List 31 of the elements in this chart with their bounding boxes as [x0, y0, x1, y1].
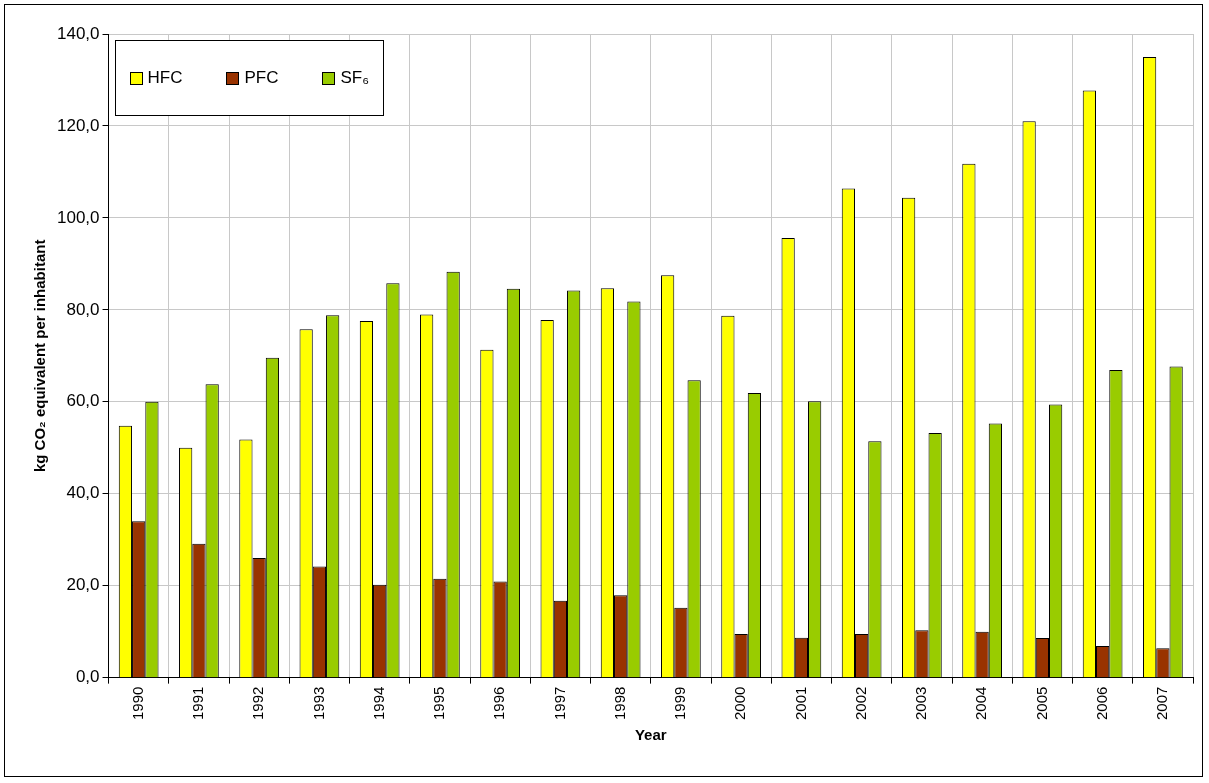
legend-label: SF₆ — [340, 68, 370, 88]
legend-label: HFC — [147, 68, 183, 88]
x-axis-title: Year — [634, 726, 667, 744]
y-tick-label: 40,0 — [66, 483, 100, 503]
x-tick-label: 2000 — [731, 686, 749, 721]
y-axis-title: kg CO₂ equivalent per inhabitant — [31, 239, 49, 473]
x-tick-label: 2001 — [791, 686, 809, 721]
x-tick-label: 1994 — [369, 686, 387, 721]
x-tick-label: 1997 — [550, 686, 568, 721]
x-tick-label: 1990 — [128, 686, 146, 721]
x-tick-label: 2007 — [1153, 686, 1171, 721]
x-tick-label: 2006 — [1092, 686, 1110, 721]
y-tick-label: 60,0 — [66, 391, 100, 411]
y-tick-label: 120,0 — [56, 115, 100, 135]
y-tick-label: 100,0 — [56, 207, 100, 227]
x-tick-label: 1995 — [430, 686, 448, 721]
x-tick-label: 1998 — [610, 686, 628, 721]
x-tick-label: 1992 — [249, 686, 267, 721]
y-tick-label: 0,0 — [75, 667, 100, 687]
x-tick-label: 1993 — [309, 686, 327, 721]
x-tick-label: 2005 — [1032, 686, 1050, 721]
x-tick-label: 1999 — [671, 686, 689, 721]
y-tick-label: 140,0 — [56, 23, 100, 43]
y-tick-label: 80,0 — [66, 299, 100, 319]
x-tick-label: 2002 — [851, 686, 869, 721]
x-tick-label: 2004 — [972, 686, 990, 721]
legend-label: PFC — [244, 68, 279, 88]
x-tick-label: 1996 — [490, 686, 508, 721]
x-tick-label: 2003 — [912, 686, 930, 721]
x-tick-label: 1991 — [189, 686, 207, 721]
y-tick-label: 20,0 — [66, 575, 100, 595]
